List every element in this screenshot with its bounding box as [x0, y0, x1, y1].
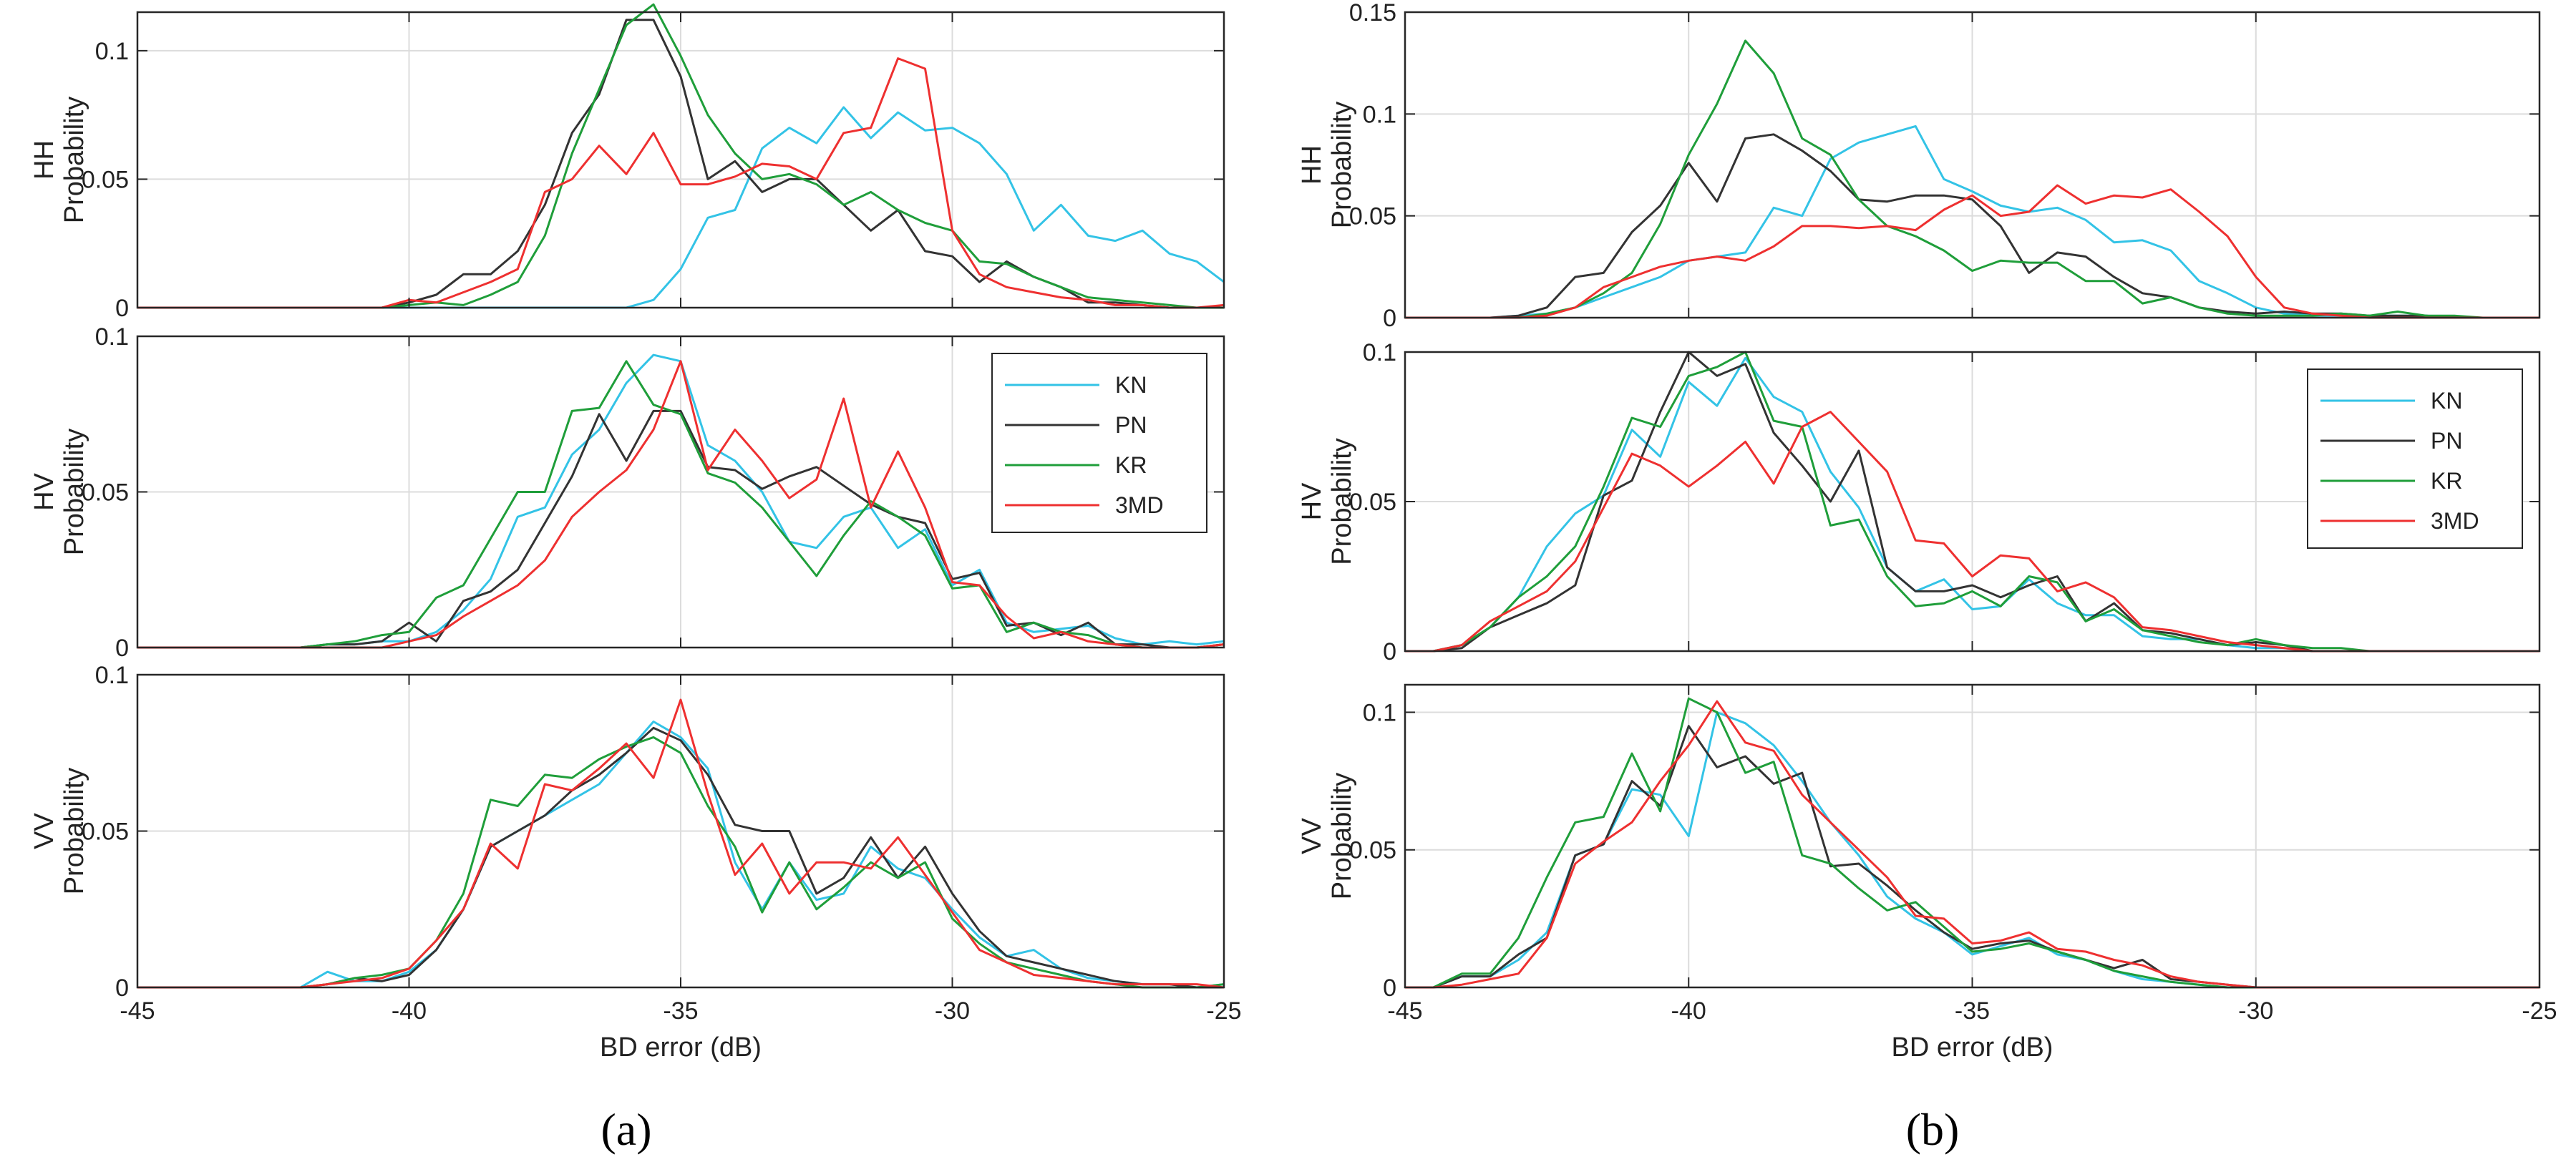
series-line-a-hv-kr	[137, 360, 1225, 649]
x-tick-label-b-vv-1: -40	[1671, 997, 1706, 1025]
x-tick-label-a-vv-1: -40	[392, 997, 427, 1025]
legend-box-b-hv	[2307, 368, 2523, 549]
y-tick-label-a-hv-2: 0.1	[95, 323, 129, 351]
y-axis-label-prob-a-vv: Probability	[59, 768, 89, 894]
y-axis-label-pol-b-vv: VV	[1297, 818, 1327, 854]
y-axis-label-prob-b-hv: Probability	[1327, 438, 1357, 565]
x-tick-label-b-vv-3: -30	[2238, 997, 2273, 1025]
y-axis-label-pol-b-hh: HH	[1297, 145, 1327, 185]
x-tick-label-b-vv-2: -35	[1955, 997, 1990, 1025]
x-tick-label-a-vv-0: -45	[120, 997, 155, 1025]
y-axis-label-pol-a-vv: VV	[29, 813, 59, 849]
y-tick-label-a-hv-1: 0.05	[82, 479, 129, 507]
x-tick-label-a-vv-2: -35	[663, 997, 698, 1025]
y-tick-label-b-hh-0: 0	[1383, 305, 1396, 332]
x-tick-label-a-vv-3: -30	[935, 997, 970, 1025]
y-tick-label-a-hh-1: 0.05	[82, 166, 129, 193]
panel-label-a: (a)	[601, 1104, 651, 1155]
y-tick-label-b-hv-0: 0	[1383, 638, 1396, 665]
y-axis-label-pol-a-hv: HV	[29, 472, 59, 510]
y-tick-label-b-hh-3: 0.15	[1349, 0, 1396, 26]
y-tick-label-a-hv-0: 0	[115, 635, 129, 662]
legend-a-hv: KN PN KR 3MD	[991, 353, 1207, 533]
legend-label-a-hv-3md: 3MD	[1115, 492, 1164, 518]
legend-b-hv: KN PN KR 3MD	[2307, 368, 2523, 549]
axes-a-vv: 0 0.05 0.1 -45 -40 -35 -30 -25 VV Probability BD e…	[29, 662, 1242, 1063]
series-line-a-vv-3md	[137, 698, 1225, 989]
x-tick-label-b-vv-0: -45	[1387, 997, 1422, 1025]
y-axis-label-pol-a-hh: HH	[29, 140, 59, 180]
y-axis-label-prob-a-hv: Probability	[59, 429, 89, 555]
legend-box-a-hv	[991, 353, 1207, 533]
legend-label-b-hv-pn: PN	[2431, 428, 2462, 454]
series-line-b-hh-3md	[1405, 184, 2539, 319]
y-axis-label-prob-b-vv: Probability	[1327, 773, 1357, 899]
y-tick-label-a-vv-0: 0	[115, 975, 129, 1002]
axes-b-vv: 0 0.05 0.1 -45 -40 -35 -30 -25 VV Probability BD e…	[1297, 683, 2557, 1063]
y-tick-label-a-vv-1: 0.05	[82, 819, 129, 846]
legend-label-a-hv-pn: PN	[1115, 412, 1147, 438]
y-tick-label-a-vv-2: 0.1	[95, 662, 129, 689]
x-tick-label-b-vv-4: -25	[2522, 997, 2557, 1025]
y-axis-label-prob-a-hh: Probability	[59, 97, 89, 223]
x-axis-label-a-vv: BD error (dB)	[600, 1032, 762, 1063]
legend-label-a-hv-kr: KR	[1115, 452, 1147, 478]
y-tick-label-b-hh-1: 0.05	[1349, 203, 1396, 230]
axes-a-hh: 0 0.05 0.1 HH Probability	[29, 3, 1225, 322]
series-line-b-hv-kr	[1405, 351, 2539, 653]
y-axis-label-prob-b-hh: Probability	[1327, 102, 1357, 228]
y-axis-label-pol-b-hv: HV	[1297, 482, 1327, 520]
legend-label-a-hv-kn: KN	[1115, 372, 1147, 398]
legend-label-b-hv-kr: KR	[2431, 468, 2462, 494]
series-line-a-vv-kn	[137, 721, 1225, 989]
y-tick-label-b-vv-0: 0	[1383, 975, 1396, 1002]
axes-b-hh: 0 0.05 0.1 0.15 HH Probability	[1297, 0, 2541, 332]
axes-a-hv: 0 0.05 0.1 HV Probability KN PN KR 3MD	[29, 323, 1225, 662]
series-line-b-hh-kr	[1405, 39, 2539, 319]
y-tick-label-a-hh-0: 0	[115, 295, 129, 322]
y-tick-label-b-hh-2: 0.1	[1363, 101, 1396, 128]
x-axis-label-b-vv: BD error (dB)	[1892, 1032, 2053, 1063]
y-tick-label-b-vv-1: 0.05	[1349, 837, 1396, 864]
legend-label-b-hv-3md: 3MD	[2431, 508, 2479, 534]
panel-label-b: (b)	[1906, 1104, 1960, 1155]
y-tick-label-b-vv-2: 0.1	[1363, 699, 1396, 726]
y-tick-label-a-hh-2: 0.1	[95, 38, 129, 65]
y-tick-label-b-hv-2: 0.1	[1363, 339, 1396, 366]
y-tick-label-b-hv-1: 0.05	[1349, 489, 1396, 516]
axes-b-hv: 0 0.05 0.1 HV Probability KN PN KR 3MD	[1297, 339, 2541, 665]
x-tick-label-a-vv-4: -25	[1206, 997, 1241, 1025]
legend-label-b-hv-kn: KN	[2431, 388, 2462, 414]
